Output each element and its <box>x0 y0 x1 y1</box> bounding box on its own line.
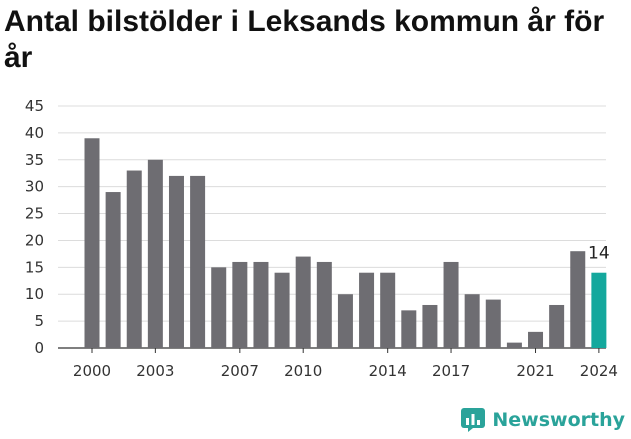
bar <box>549 304 565 348</box>
bar <box>316 261 332 348</box>
bar <box>253 261 269 348</box>
y-tick-label: 0 <box>34 339 44 357</box>
data-label: 14 <box>588 244 610 264</box>
bar <box>591 272 607 348</box>
bars <box>84 138 607 348</box>
bar <box>359 272 375 348</box>
bar <box>105 192 121 348</box>
x-tick-label: 2024 <box>580 362 618 380</box>
x-tick-label: 2021 <box>516 362 554 380</box>
bar <box>168 175 184 348</box>
x-tick-label: 2003 <box>136 362 174 380</box>
y-tick-label: 30 <box>25 178 44 196</box>
data-labels: 14 <box>588 244 610 264</box>
x-tick-label: 2007 <box>221 362 259 380</box>
bar <box>337 294 353 348</box>
bar <box>84 138 100 348</box>
bar <box>422 304 438 348</box>
y-tick-label: 10 <box>25 285 44 303</box>
bar <box>190 175 206 348</box>
bar <box>506 342 522 348</box>
y-tick-label: 35 <box>25 151 44 169</box>
bar <box>570 251 586 348</box>
y-axis: 0 5 10 15 20 25 30 35 40 45 <box>25 97 44 357</box>
bar <box>401 310 417 348</box>
bar <box>443 261 459 348</box>
x-tick-label: 2017 <box>432 362 470 380</box>
x-tick-label: 2014 <box>369 362 407 380</box>
brand-name: Newsworthy <box>492 409 625 431</box>
x-axis: 2000 2003 2007 2010 2014 2017 2021 2024 <box>73 348 618 380</box>
y-tick-label: 45 <box>25 97 44 115</box>
y-tick-label: 15 <box>25 258 44 276</box>
y-tick-label: 5 <box>34 312 44 330</box>
y-tick-label: 25 <box>25 205 44 223</box>
bar <box>211 267 227 348</box>
bar <box>295 256 311 348</box>
bar <box>380 272 396 348</box>
bar <box>274 272 290 348</box>
x-tick-label: 2010 <box>284 362 322 380</box>
bar <box>147 159 163 348</box>
bar <box>528 331 544 348</box>
x-tick-label: 2000 <box>73 362 111 380</box>
brand-logo: Newsworthy <box>460 407 625 433</box>
bar <box>464 294 480 348</box>
newsworthy-logo-icon <box>461 408 486 432</box>
y-tick-label: 40 <box>25 124 44 142</box>
chart-title: Antal bilstölder i Leksands kommun år fö… <box>4 5 605 74</box>
y-tick-label: 20 <box>25 231 44 249</box>
bar <box>485 299 501 348</box>
bar <box>126 170 142 348</box>
bar <box>232 261 248 348</box>
